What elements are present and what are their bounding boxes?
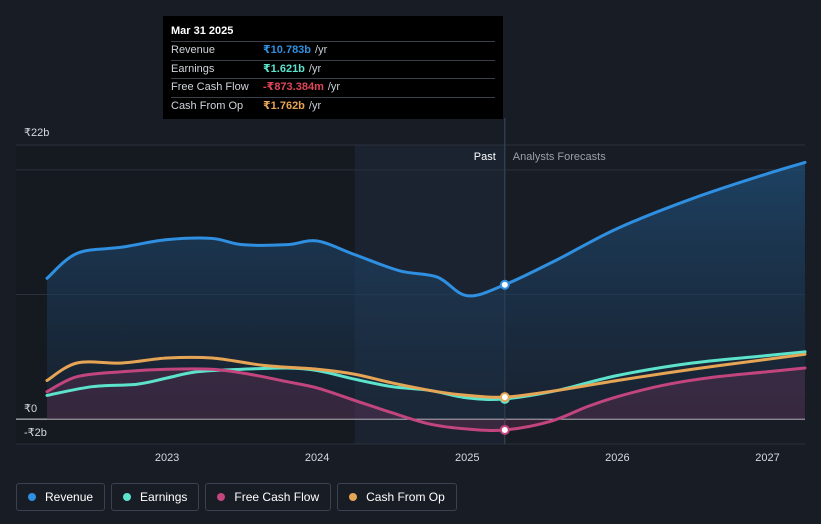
legend-dot-icon [217,493,226,501]
legend-item-cash-from-op[interactable]: Cash From Op [337,483,457,511]
tooltip-label: Cash From Op [171,99,244,112]
tooltip-unit: /yr [308,62,322,75]
y-tick-label: ₹0 [24,403,37,415]
tooltip-unit: /yr [315,44,328,56]
revenue-marker [499,279,510,290]
tooltip-unit: /yr [308,99,322,112]
series-lines [45,160,807,432]
legend-label: Free Cash Flow [234,490,320,504]
tooltip: Mar 31 2025 Revenue ₹10.783b /yr Earning… [163,16,503,119]
tooltip-row-free-cash-flow: Free Cash Flow -₹873.384m /yr [171,78,495,97]
axis-labels: ₹22b ₹0 -₹2b 2023 2024 2025 2026 2027 Past Analys… [24,127,780,464]
tooltip-date: Mar 31 2025 [171,25,234,37]
legend-item-earnings[interactable]: Earnings [111,483,200,511]
legend: Revenue Earnings Free Cash Flow Cash Fro… [16,483,457,511]
past-label: Past [474,151,496,163]
legend-dot-icon [349,493,358,501]
x-tick-label: 2024 [305,452,329,464]
cash-from-op-line [45,352,807,399]
tooltip-label: Free Cash Flow [171,81,249,93]
free-cash-flow-marker [499,424,510,435]
tooltip-row-cash-from-op: Cash From Op ₹1.762b /yr [171,96,495,116]
legend-label: Revenue [45,490,94,504]
earnings-line [45,350,807,401]
tooltip-value: ₹10.783b [263,44,312,56]
legend-item-revenue[interactable]: Revenue [16,483,106,511]
x-tick-label: 2026 [605,452,629,464]
tooltip-unit: /yr [327,81,341,93]
chart: ₹22b ₹0 -₹2b 2023 2024 2025 2026 2027 Past Analys… [16,118,807,464]
legend-label: Cash From Op [366,490,445,504]
tooltip-value: ₹1.621b [263,62,305,75]
revenue-area [47,162,805,420]
tooltip-value: -₹873.384m [263,81,324,93]
free-cash-flow-area [47,368,805,431]
x-tick-label: 2023 [155,452,179,464]
hover-markers [499,279,510,435]
x-tick-label: 2025 [455,452,479,464]
legend-item-free-cash-flow[interactable]: Free Cash Flow [205,483,332,511]
tooltip-row-earnings: Earnings ₹1.621b /yr [171,59,495,79]
legend-label: Earnings [140,490,188,504]
legend-dot-icon [28,493,36,501]
cash-from-op-marker [499,392,510,403]
y-tick-label: -₹2b [24,427,47,439]
tooltip-label: Revenue [171,44,216,56]
revenue-line [45,160,807,298]
free-cash-flow-line [45,366,807,432]
tooltip-row-revenue: Revenue ₹10.783b /yr [171,41,495,60]
tooltip-label: Earnings [171,62,215,75]
forecast-label: Analysts Forecasts [513,151,606,163]
y-tick-label: ₹22b [24,127,49,139]
legend-dot-icon [123,493,132,501]
series-areas [47,162,805,431]
tooltip-value: ₹1.762b [263,99,305,112]
x-tick-label: 2027 [755,452,779,464]
